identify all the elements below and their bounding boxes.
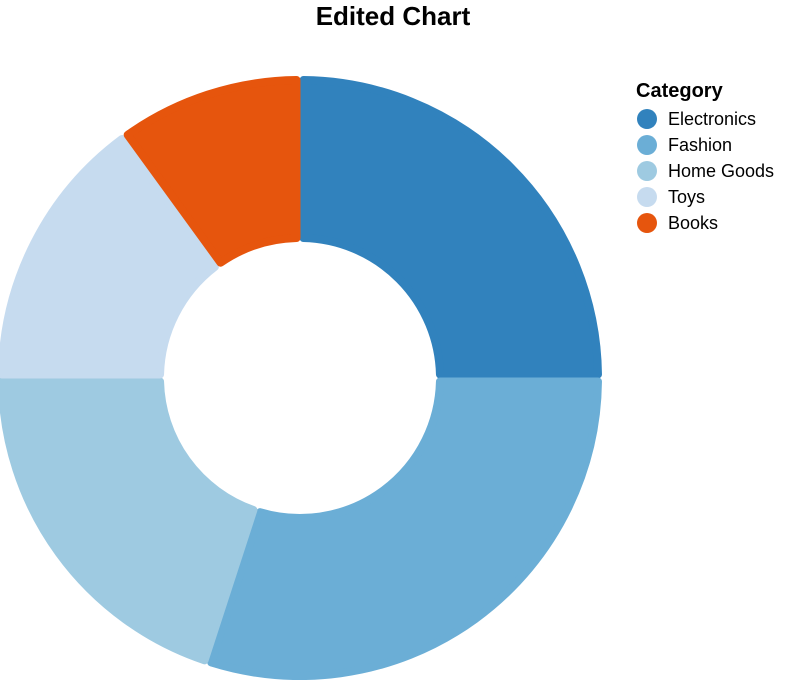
chart-title: Edited Chart bbox=[315, 1, 471, 31]
legend-label-home-goods: Home Goods bbox=[668, 160, 775, 181]
legend-swatch-electronics bbox=[637, 109, 657, 129]
legend-title: Category bbox=[636, 80, 723, 102]
slice-fashion[interactable] bbox=[207, 377, 602, 680]
legend-item-electronics[interactable]: Electronics bbox=[636, 106, 786, 132]
legend-item-fashion[interactable]: Fashion bbox=[636, 132, 786, 158]
slice-toys[interactable] bbox=[0, 134, 219, 379]
legend-swatch-home-goods bbox=[637, 161, 657, 181]
legend-label-electronics: Electronics bbox=[668, 108, 757, 129]
legend-items: Electronics Fashion Home Goods Toys Books bbox=[636, 106, 786, 236]
legend-label-books: Books bbox=[668, 212, 719, 233]
legend-swatch-toys bbox=[637, 187, 657, 207]
legend: Category Electronics Fashion Home Goods Toy… bbox=[636, 78, 786, 236]
legend-item-books[interactable]: Books bbox=[636, 210, 786, 236]
legend-item-toys[interactable]: Toys bbox=[636, 184, 786, 210]
legend-item-home-goods[interactable]: Home Goods bbox=[636, 158, 786, 184]
slice-home-goods[interactable] bbox=[0, 377, 258, 665]
legend-label-fashion: Fashion bbox=[668, 134, 733, 155]
legend-swatch-books bbox=[637, 213, 657, 233]
legend-swatch-fashion bbox=[637, 135, 657, 155]
slice-electronics[interactable] bbox=[299, 76, 602, 379]
slice-books[interactable] bbox=[123, 76, 301, 267]
legend-label-toys: Toys bbox=[668, 186, 706, 207]
